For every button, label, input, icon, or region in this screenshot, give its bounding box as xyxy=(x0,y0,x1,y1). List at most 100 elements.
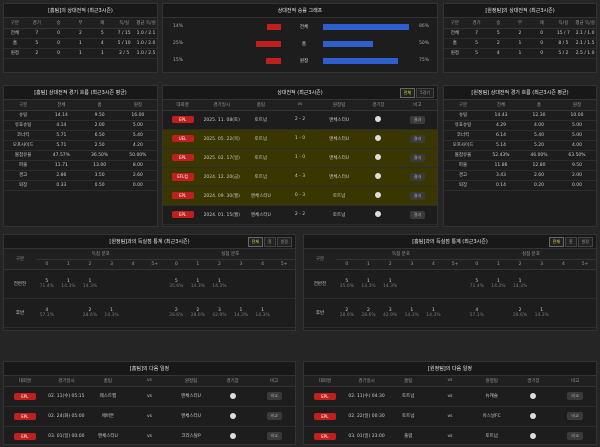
fixture-date: 03. 01(일) 00:00 xyxy=(45,426,88,444)
goal-percent: 14.3% xyxy=(404,312,419,318)
row-label: 전반전 xyxy=(304,269,336,299)
table-cell: 볼점유율 xyxy=(4,150,43,161)
toggle-away[interactable]: 원정 xyxy=(276,237,292,247)
match-row[interactable]: EPL 2025. 11. 08(토) 토트넘 2 - 2 맨체스터U 결과 xyxy=(163,110,437,130)
home-team: 토트넘 xyxy=(241,110,281,130)
table-cell: 원정 xyxy=(444,48,466,59)
table-cell: 4.29 xyxy=(482,120,520,131)
goal-percent: 14.3% xyxy=(190,283,205,289)
panel-title: [원정팀]의 다음 일정 xyxy=(304,362,596,376)
league-badge: EPL xyxy=(171,192,194,199)
result-button[interactable]: 결과 xyxy=(409,153,426,162)
table-cell: 퇴장 xyxy=(4,180,43,191)
goal-percent: 28.6% xyxy=(512,312,528,318)
goal-cell xyxy=(487,298,510,328)
column-header: vs xyxy=(280,100,320,111)
column-header: 2 xyxy=(79,259,101,270)
compare-button[interactable]: 비교 xyxy=(266,412,282,420)
fixture-row[interactable]: EPL 03. 01(일) 23:00 풀럼 vs 토트넘 비교 xyxy=(304,426,596,444)
stadium-icon[interactable] xyxy=(375,154,382,161)
stadium-icon[interactable] xyxy=(375,192,382,199)
table-cell: 5 / 2 xyxy=(552,48,575,59)
stadium-cell xyxy=(512,386,555,407)
result-button[interactable]: 결과 xyxy=(409,134,426,143)
column-header: 구분 xyxy=(444,100,482,111)
table-cell: 2 xyxy=(69,28,92,39)
column-header: 승 xyxy=(47,18,70,29)
column-header: 3 xyxy=(230,259,252,270)
column-header: 2 xyxy=(509,259,531,270)
home-score: 2 xyxy=(294,212,298,217)
toggle-all[interactable]: 전체 xyxy=(399,88,416,98)
goal-cell: 3 42.9% xyxy=(379,298,401,328)
column-header: 4 xyxy=(122,259,144,270)
goals-left-toggle: 전체 홈 원정 xyxy=(247,237,292,247)
stadium-icon[interactable] xyxy=(530,392,537,399)
toggle-all[interactable]: 전체 xyxy=(247,237,263,247)
fixture-row[interactable]: EPL 02. 11(수) 04:30 토트넘 vs 뉴캐슬 비교 xyxy=(304,386,596,407)
stadium-icon[interactable] xyxy=(375,173,382,180)
table-cell: 경고 xyxy=(4,170,43,181)
compare-button[interactable]: 비교 xyxy=(567,432,583,440)
result-button[interactable]: 결과 xyxy=(409,172,426,181)
result-button[interactable]: 결과 xyxy=(409,115,426,124)
table-cell: 오프사이드 xyxy=(444,140,482,151)
match-row[interactable]: EFL컵 2024. 12. 20(금) 토트넘 4 - 3 맨체스터U 결과 xyxy=(163,167,437,187)
avg-left-table: 구분 전체 홈 원정 슈팅 14.14 9.50 16.00 유효슈팅 4.14 2.00 5.00 코… xyxy=(4,100,157,191)
stadium-icon[interactable] xyxy=(229,392,236,399)
column-header: 대회명 xyxy=(4,376,46,387)
toggle-all[interactable]: 전체 xyxy=(548,237,564,247)
match-row[interactable]: UEL 2025. 05. 22(목) 토트넘 1 - 0 맨체스터U 결과 xyxy=(163,129,437,149)
table-cell: 3.43 xyxy=(482,170,520,181)
toggle-5-games[interactable]: 5경기 xyxy=(416,88,434,98)
goal-row: 전반전 5 71.4% 1 14.3% 1 14.3% 5 35.6% 1 14.3% 1 14.3% xyxy=(4,269,295,299)
stadium-icon[interactable] xyxy=(375,211,382,218)
graph-row: 15% 원정 75% xyxy=(163,56,437,68)
table-cell: 0.33 xyxy=(42,180,81,191)
left-rate-bar xyxy=(267,24,281,30)
away-team: 토트넘 xyxy=(319,186,359,206)
stadium-icon[interactable] xyxy=(530,412,537,419)
row-label: 후반 xyxy=(4,298,36,328)
goal-percent: 14.3% xyxy=(233,312,249,318)
compare-button[interactable]: 비교 xyxy=(567,412,583,420)
goal-cell: 1 14.3% xyxy=(57,269,80,299)
column-header: 비고 xyxy=(253,376,295,387)
goal-count: 2 xyxy=(518,307,522,313)
table-cell: 5 xyxy=(487,28,510,39)
column-header: 홈 xyxy=(80,100,119,111)
fixture-row[interactable]: EPL 03. 01(일) 00:00 맨체스터U vs 크리스탈P 비교 xyxy=(4,426,295,444)
table-cell: 원정 xyxy=(4,48,26,59)
result-button[interactable]: 결과 xyxy=(409,210,426,219)
stadium-icon[interactable] xyxy=(375,135,382,142)
fixture-row[interactable]: EPL 02. 24(화) 05:00 에버튼 vs 맨체스터U 비교 xyxy=(4,406,295,427)
away-score: 2 xyxy=(302,212,306,217)
stadium-icon[interactable] xyxy=(229,412,236,419)
compare-button[interactable]: 비교 xyxy=(266,392,282,400)
away-team: 맨체스터U xyxy=(319,167,359,187)
table-cell: 0 xyxy=(530,48,553,59)
table-cell: 2 xyxy=(25,48,48,59)
stadium-icon[interactable] xyxy=(530,432,537,439)
goals-left-table: 구분 득점 분포 실점 분포 0 1 2 3 4 5+ 0 1 2 3 4 5+ 전반전 5 71.4% 1 14.3… xyxy=(4,249,295,328)
goal-count: 1 xyxy=(66,278,70,284)
table-cell: 5.40 xyxy=(520,130,558,141)
result-button[interactable]: 결과 xyxy=(409,191,426,200)
goal-percent: 14.3% xyxy=(512,283,528,289)
goal-percent: 14.3% xyxy=(104,312,119,318)
toggle-home[interactable]: 홈 xyxy=(564,237,577,247)
match-row[interactable]: EPL 2025. 02. 17(일) 토트넘 1 - 0 맨체스터U 결과 xyxy=(163,148,437,168)
stadium-icon[interactable] xyxy=(375,116,382,123)
compare-button[interactable]: 비교 xyxy=(567,392,583,400)
stadium-icon[interactable] xyxy=(229,432,236,439)
match-row[interactable]: EPL 2024. 09. 30(월) 맨체스터U 0 - 3 토트넘 결과 xyxy=(163,186,437,206)
fixture-row[interactable]: EPL 02. 22(일) 00:30 토트넘 vs 아스날FC 비교 xyxy=(304,406,596,427)
toggle-away[interactable]: 원정 xyxy=(577,237,593,247)
match-row[interactable]: EPL 2024. 01. 15(월) 맨체스터U 2 - 2 토트넘 결과 xyxy=(163,205,437,225)
compare-button[interactable]: 비교 xyxy=(266,432,282,440)
column-header: 4 xyxy=(251,259,274,270)
toggle-home[interactable]: 홈 xyxy=(263,237,276,247)
stadium-cell xyxy=(358,110,398,130)
fixture-row[interactable]: EPL 02. 11(수) 05:15 웨스트햄 vs 맨체스터U 비교 xyxy=(4,386,295,407)
goal-percent: 14.3% xyxy=(382,283,398,289)
